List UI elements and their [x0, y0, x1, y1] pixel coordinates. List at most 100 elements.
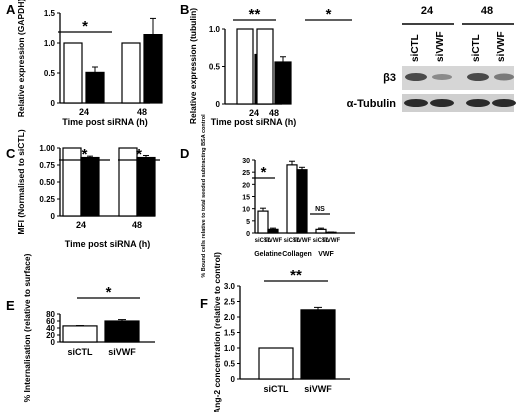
y-tick-label: 1.5 [224, 329, 236, 338]
y-tick-label: 2.5 [224, 298, 236, 307]
significance-marker: * [261, 164, 267, 181]
significance-marker: * [82, 18, 88, 35]
x-tick-label: 24 [79, 107, 89, 117]
y-axis-label: Relative expression (GAPDH) [16, 0, 26, 117]
y-tick-label: 60 [46, 317, 55, 326]
significance-marker: ** [249, 6, 261, 23]
blot-band [404, 99, 428, 107]
y-tick-label: 1.0 [209, 25, 221, 34]
bar-sictl [236, 28, 254, 105]
blot-band [467, 73, 489, 81]
blot-lane-label: siCTL [471, 34, 482, 62]
x-axis-label: Time post siRNA (h) [62, 117, 148, 127]
bar [258, 347, 294, 380]
y-tick-label: 1.5 [44, 9, 56, 18]
bar-sictl [257, 210, 269, 234]
y-tick-label: 15 [242, 195, 250, 202]
blot-timepoint-48: 48 [481, 5, 493, 17]
blot-band [432, 74, 452, 80]
bar-sictl [62, 147, 82, 217]
x-tick-label: siCTL [263, 384, 289, 394]
y-tick-label: 5 [246, 219, 250, 226]
y-axis-label: Relative expression (tubulin) [188, 8, 198, 124]
x-tick-label: 24 [76, 220, 86, 230]
y-axis-label: % Bound cells relative to total seeded s… [201, 114, 207, 278]
panel-letter-f: F [200, 296, 208, 311]
blot-timepoint-24: 24 [421, 5, 434, 17]
blot-band [494, 73, 514, 81]
y-axis-label: % Internalisation (relative to surface) [22, 253, 32, 402]
x-tick-label: 48 [137, 107, 147, 117]
panel-letter-d: D [180, 146, 189, 161]
y-tick-label: 1.0 [224, 344, 236, 353]
bar-sictl [315, 228, 327, 234]
panel-letter-b: B [180, 2, 189, 17]
x-tick-label: 24 [249, 108, 259, 118]
x-axis-label: Time post siRNA (h) [65, 239, 151, 249]
significance-marker: * [326, 6, 332, 23]
x-tick-label: Collagen [282, 251, 312, 258]
bar-sivwf [85, 71, 105, 104]
y-tick-label: 0 [246, 231, 250, 238]
x-tick-label: siVWF [304, 384, 332, 394]
charts-layer: A 0 0.5 1.0 1.5 Relative expression (GAPDH) 24… [6, 0, 355, 412]
x-axis-label: Time post siRNA (h) [211, 117, 297, 127]
blot-lane-label: siVWF [496, 31, 507, 62]
blot-lane-label: siVWF [435, 31, 446, 62]
bar-label: siVWF [293, 238, 312, 244]
y-tick-label: 0.25 [39, 195, 55, 204]
bar-label: siVWF [322, 238, 341, 244]
blot-lane-label: siCTL [410, 34, 421, 62]
bar-sivwf [136, 156, 156, 217]
x-tick-label: 48 [269, 108, 279, 118]
y-tick-label: 25 [242, 170, 250, 177]
x-tick-label: VWF [318, 251, 334, 258]
bar [62, 325, 98, 343]
bar-sivwf [267, 228, 279, 234]
bar-sivwf [274, 61, 292, 105]
x-tick-label: Gelatine [254, 251, 282, 258]
y-axis-label: MFI (Normalised to siCTL) [16, 129, 26, 234]
bar-label: siCTL [313, 238, 330, 244]
significance-marker: ** [290, 267, 302, 284]
bar-sictl [63, 42, 83, 104]
bar-sivwf [143, 33, 163, 104]
y-tick-label: 0.5 [209, 63, 221, 72]
y-tick-label: 0.75 [39, 161, 55, 170]
y-tick-label: 0.5 [44, 69, 56, 78]
y-tick-label: 0 [231, 375, 236, 384]
bar-label: siVWF [264, 238, 283, 244]
bar-label: siCTL [255, 238, 272, 244]
y-tick-label: 0 [51, 212, 56, 221]
blot-band-label-tubulin: α-Tubulin [347, 98, 397, 110]
bar [104, 320, 140, 343]
y-tick-label: 0.50 [39, 178, 55, 187]
panel-letter-a: A [6, 2, 16, 17]
blot-band [430, 99, 454, 107]
y-tick-label: 1.00 [39, 144, 55, 153]
bar-label: siCTL [284, 238, 301, 244]
blot-band [466, 99, 490, 107]
y-tick-label: 20 [46, 331, 55, 340]
bar-sictl [256, 28, 274, 105]
panel-letter-e: E [6, 298, 15, 313]
significance-marker: NS [315, 206, 325, 213]
blot-band [405, 73, 427, 81]
western-blot: 24 48 siCTL siVWF siCTL siVWF β3 α-Tubul… [347, 5, 516, 112]
y-tick-label: 30 [242, 158, 250, 165]
y-tick-label: 80 [46, 310, 55, 319]
significance-marker: * [82, 146, 88, 163]
y-tick-label: 0 [51, 99, 56, 108]
x-tick-label: 48 [132, 220, 142, 230]
y-tick-label: 3.0 [224, 282, 236, 291]
significance-marker: * [136, 146, 142, 163]
bar [300, 309, 336, 380]
blot-band [492, 99, 516, 107]
y-tick-label: 10 [242, 207, 250, 214]
panel-letter-c: C [6, 146, 16, 161]
y-tick-label: 0 [51, 338, 56, 347]
y-axis-label: Ang-2 concentration (relative to control… [212, 252, 222, 412]
blot-band-label-beta3: β3 [383, 72, 396, 84]
y-tick-label: 0 [216, 100, 221, 109]
